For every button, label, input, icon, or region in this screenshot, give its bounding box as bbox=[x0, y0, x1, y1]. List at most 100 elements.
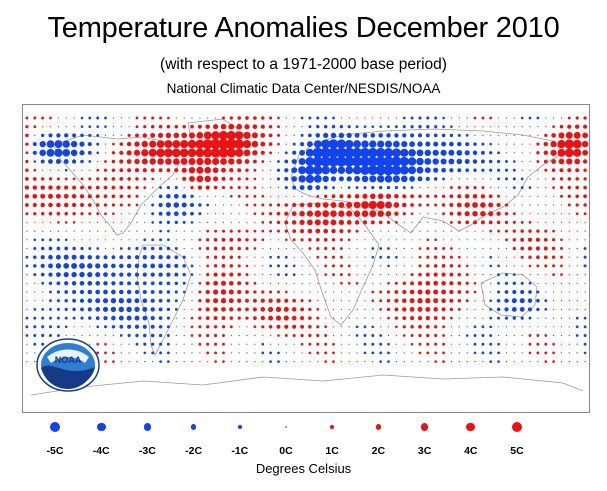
anomaly-dot bbox=[521, 152, 523, 154]
anomaly-dot bbox=[112, 343, 114, 345]
anomaly-dot bbox=[566, 158, 573, 165]
anomaly-dot bbox=[465, 142, 470, 147]
anomaly-dot bbox=[433, 289, 439, 295]
anomaly-dot bbox=[97, 334, 99, 337]
anomaly-dot bbox=[64, 133, 69, 138]
anomaly-dot bbox=[504, 281, 509, 285]
anomaly-dot bbox=[551, 238, 556, 242]
anomaly-dot bbox=[175, 334, 177, 337]
anomaly-dot bbox=[418, 324, 422, 329]
anomaly-dot bbox=[270, 169, 272, 171]
anomaly-dot bbox=[466, 247, 468, 250]
anomaly-dot bbox=[26, 361, 28, 363]
anomaly-dot bbox=[260, 141, 266, 147]
anomaly-dot bbox=[332, 186, 335, 190]
anomaly-dot bbox=[466, 308, 468, 310]
anomaly-dot bbox=[448, 158, 455, 165]
anomaly-dot bbox=[464, 202, 470, 208]
anomaly-dot bbox=[25, 133, 29, 138]
anomaly-dot bbox=[505, 343, 508, 345]
anomaly-dot bbox=[521, 204, 523, 206]
anomaly-dot bbox=[410, 333, 414, 338]
anomaly-dot bbox=[143, 177, 147, 181]
anomaly-dot bbox=[143, 186, 147, 189]
anomaly-dot bbox=[568, 317, 570, 319]
anomaly-dot bbox=[379, 351, 383, 355]
anomaly-dot bbox=[56, 299, 60, 303]
anomaly-dot bbox=[324, 360, 328, 363]
anomaly-dot bbox=[195, 139, 205, 149]
anomaly-dot bbox=[359, 156, 371, 167]
anomaly-dot bbox=[218, 147, 229, 158]
anomaly-dot bbox=[443, 230, 445, 232]
anomaly-dot bbox=[221, 325, 226, 329]
anomaly-dot bbox=[434, 325, 438, 329]
anomaly-dot bbox=[505, 134, 508, 136]
anomaly-dot bbox=[102, 306, 109, 312]
anomaly-dot bbox=[536, 307, 540, 312]
anomaly-dot bbox=[262, 178, 264, 180]
anomaly-dot bbox=[331, 238, 336, 242]
anomaly-dot bbox=[330, 132, 337, 139]
anomaly-dot bbox=[306, 141, 313, 148]
anomaly-dot bbox=[198, 316, 202, 320]
anomaly-dot bbox=[42, 300, 44, 302]
anomaly-dot bbox=[337, 166, 346, 174]
anomaly-dot bbox=[482, 126, 484, 128]
anomaly-dot bbox=[221, 237, 226, 242]
anomaly-dot bbox=[198, 307, 202, 312]
anomaly-dot bbox=[348, 247, 350, 250]
anomaly-dot bbox=[537, 317, 539, 319]
anomaly-dot bbox=[119, 168, 124, 173]
anomaly-dot bbox=[24, 185, 30, 190]
anomaly-dot bbox=[427, 230, 429, 232]
anomaly-dot bbox=[87, 142, 92, 147]
anomaly-dot bbox=[545, 282, 547, 284]
anomaly-dot bbox=[103, 185, 108, 190]
anomaly-dot bbox=[96, 142, 100, 146]
anomaly-dot bbox=[308, 133, 312, 138]
anomaly-dot bbox=[433, 298, 439, 304]
anomaly-dot bbox=[151, 221, 155, 224]
anomaly-dot bbox=[245, 281, 249, 285]
anomaly-dot bbox=[387, 239, 390, 241]
anomaly-dot bbox=[291, 307, 297, 312]
anomaly-dot bbox=[80, 246, 84, 251]
anomaly-dot bbox=[245, 186, 249, 190]
anomaly-dot bbox=[520, 186, 524, 190]
anomaly-dot bbox=[95, 272, 101, 278]
anomaly-dot bbox=[346, 132, 352, 138]
anomaly-dot bbox=[537, 126, 539, 128]
anomaly-dot bbox=[254, 265, 256, 267]
anomaly-dot bbox=[104, 134, 107, 136]
anomaly-dot bbox=[151, 351, 155, 355]
anomaly-dot bbox=[505, 361, 508, 363]
anomaly-dot bbox=[378, 220, 383, 225]
anomaly-dot bbox=[498, 117, 500, 119]
anomaly-dot bbox=[474, 239, 476, 241]
anomaly-dot bbox=[450, 247, 453, 250]
anomaly-dot bbox=[34, 282, 36, 284]
anomaly-dot bbox=[557, 139, 566, 149]
anomaly-dot bbox=[584, 308, 586, 310]
anomaly-dot bbox=[443, 187, 445, 189]
anomaly-dot bbox=[424, 158, 432, 165]
anomaly-dot bbox=[89, 326, 91, 328]
anomaly-dot bbox=[199, 230, 201, 232]
anomaly-dot bbox=[198, 238, 202, 242]
anomaly-dot bbox=[260, 150, 265, 155]
anomaly-dot bbox=[226, 148, 236, 158]
anomaly-dot bbox=[57, 221, 60, 224]
anomaly-dot bbox=[402, 334, 406, 337]
legend-dot bbox=[49, 421, 61, 433]
anomaly-dot bbox=[425, 272, 430, 277]
anomaly-dot bbox=[213, 176, 219, 182]
anomaly-dot bbox=[41, 342, 45, 346]
continent-outlines bbox=[30, 118, 584, 396]
anomaly-dot bbox=[25, 325, 29, 329]
anomaly-dot bbox=[141, 140, 148, 148]
anomaly-dot bbox=[42, 221, 44, 223]
anomaly-dot bbox=[228, 289, 234, 295]
antarctica-outline bbox=[30, 374, 584, 396]
anomaly-dot bbox=[576, 274, 578, 276]
